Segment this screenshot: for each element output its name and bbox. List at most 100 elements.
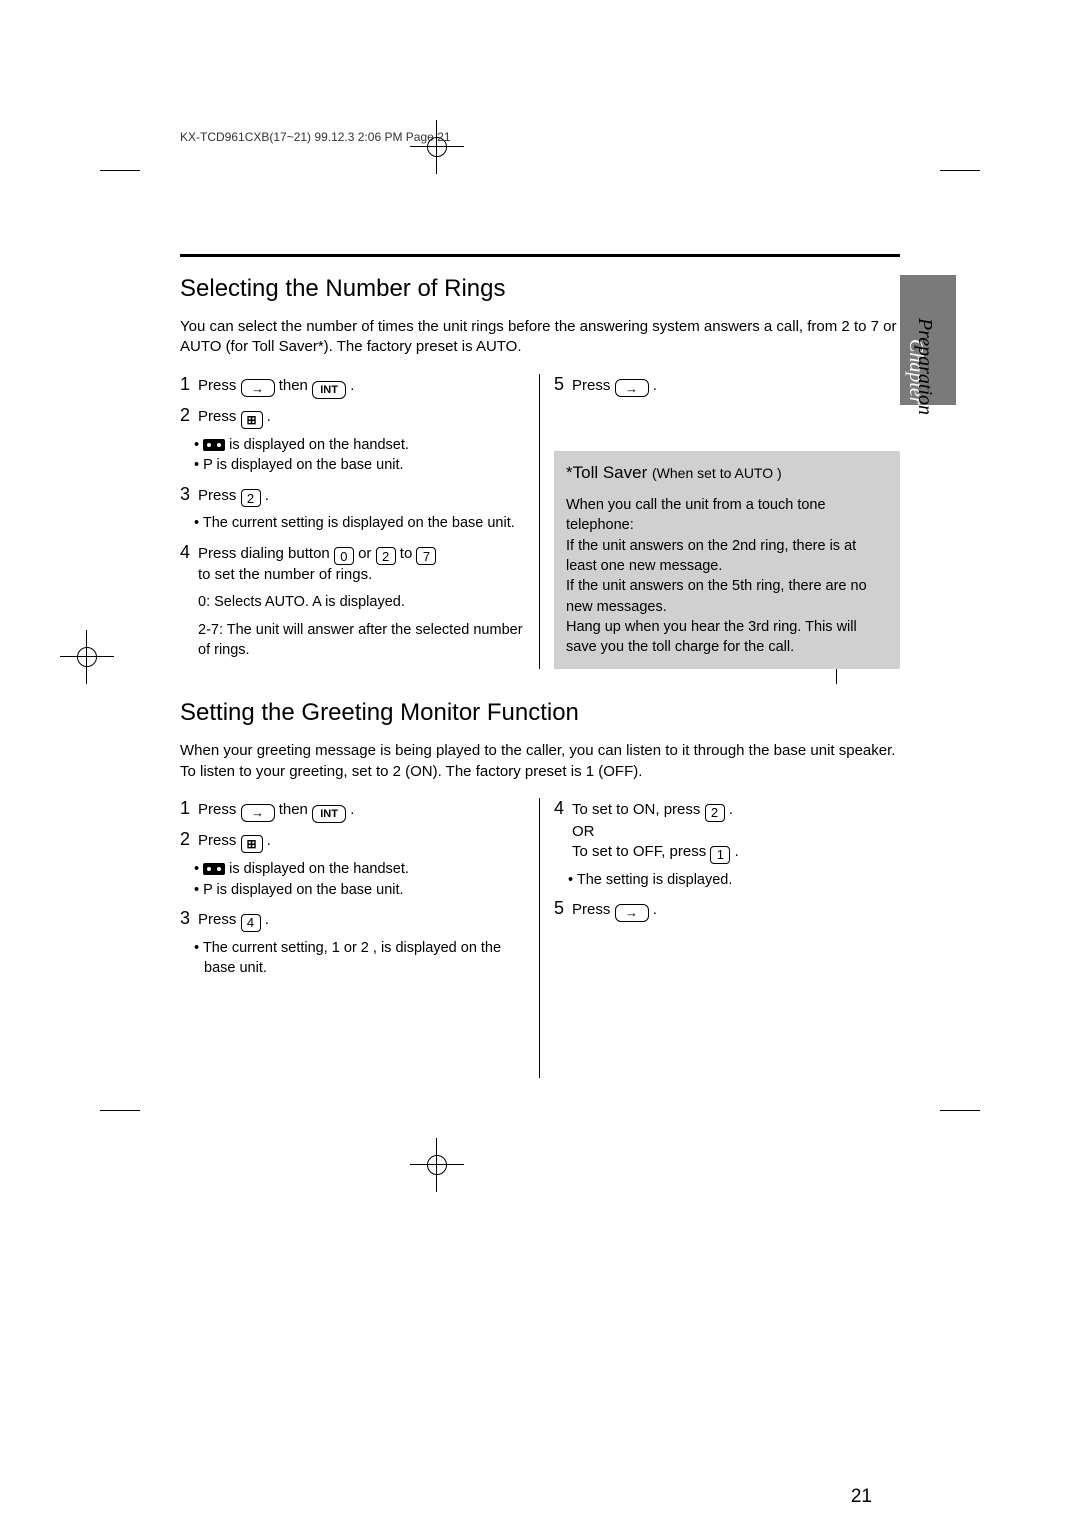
s1-step2: 2 Press ⊞ . — [180, 405, 529, 429]
s1-step4-detail1: 0: Selects AUTO. A is displayed. — [180, 592, 529, 612]
trim-mark — [100, 1110, 140, 1111]
s1-step3-bullets: The current setting is displayed on the … — [180, 513, 529, 533]
toll-saver-p4: Hang up when you hear the 3rd ring. This… — [566, 617, 888, 658]
tape-icon — [203, 439, 225, 451]
section2: Setting the Greeting Monitor Function Wh… — [180, 699, 900, 1078]
toll-saver-title: *Toll Saver (When set to AUTO ) — [566, 461, 888, 485]
step-text: Press — [198, 408, 241, 425]
digit-1-button-icon: 1 — [710, 846, 730, 864]
bullet-item: P is displayed on the base unit. — [194, 455, 529, 475]
step-number: 2 — [180, 405, 198, 426]
bullet-item: The current setting is displayed on the … — [194, 513, 529, 533]
s2-step3-bullets: The current setting, 1 or 2 , is display… — [180, 938, 529, 979]
toll-saver-p1: When you call the unit from a touch tone… — [566, 495, 888, 536]
step-number: 1 — [180, 798, 198, 819]
step-text: . — [350, 801, 354, 818]
digit-2-button-icon: 2 — [705, 804, 725, 822]
step-text: Press — [572, 377, 615, 394]
s2-step5: 5 Press . — [554, 898, 900, 922]
step-text: . — [265, 911, 269, 928]
section2-right-col: 4 To set to ON, press 2 . OR To set to O… — [540, 798, 900, 1078]
side-label: Preparation — [913, 318, 936, 415]
step-text: . — [735, 843, 739, 860]
section1-intro: You can select the number of times the u… — [180, 317, 900, 358]
s1-step5: 5 Press . — [554, 374, 900, 398]
s2-step4: 4 To set to ON, press 2 . OR To set to O… — [554, 798, 900, 864]
step-text: or — [358, 545, 376, 562]
field-button-icon: ⊞ — [241, 411, 263, 429]
toll-saver-title-main: *Toll Saver — [566, 463, 647, 482]
step-number: 5 — [554, 898, 572, 919]
toll-saver-p2: If the unit answers on the 2nd ring, the… — [566, 536, 888, 577]
section1-left-col: 1 Press then INT . 2 Press ⊞ . — [180, 374, 540, 670]
digit-0-button-icon: 0 — [334, 547, 354, 565]
step-number: 3 — [180, 908, 198, 929]
trim-mark — [940, 170, 980, 171]
step-text: . — [267, 832, 271, 849]
toll-saver-title-sub: (When set to AUTO ) — [652, 465, 782, 481]
arrow-button-icon — [615, 379, 649, 397]
step-text: . — [350, 377, 354, 394]
step-text: To set to ON, press — [572, 801, 705, 818]
bullet-text: is displayed on the handset. — [225, 437, 409, 453]
tape-icon — [203, 863, 225, 875]
step-text: . — [729, 801, 733, 818]
bullet-item: is displayed on the handset. — [194, 859, 529, 879]
section2-intro: When your greeting message is being play… — [180, 741, 900, 782]
step-text: . — [653, 901, 657, 918]
s1-step1: 1 Press then INT . — [180, 374, 529, 399]
top-rule — [180, 254, 900, 257]
step-text: Press — [198, 801, 241, 818]
bullet-text: is displayed on the handset. — [225, 861, 409, 877]
page-content: KX-TCD961CXB(17~21) 99.12.3 2:06 PM Page… — [180, 130, 900, 1078]
s2-step1: 1 Press then INT . — [180, 798, 529, 823]
page-number: 21 — [851, 1486, 872, 1508]
s1-step3: 3 Press 2 . — [180, 484, 529, 508]
bullet-item: is displayed on the handset. — [194, 435, 529, 455]
step-text: OR — [572, 823, 595, 840]
step-text: Press dialing button — [198, 545, 334, 562]
s2-step4-bullets: The setting is displayed. — [554, 870, 900, 890]
arrow-button-icon — [241, 804, 275, 822]
step-text: Press — [198, 911, 241, 928]
step-text: Press — [198, 487, 241, 504]
step-text: to — [400, 545, 417, 562]
field-button-icon: ⊞ — [241, 835, 263, 853]
step-text: . — [267, 408, 271, 425]
digit-4-button-icon: 4 — [241, 914, 261, 932]
step-text: Press — [198, 832, 241, 849]
step-text: Press — [198, 377, 241, 394]
step-number: 3 — [180, 484, 198, 505]
int-button-icon: INT — [312, 381, 346, 399]
s1-step4-detail2: 2-7: The unit will answer after the sele… — [180, 620, 529, 661]
digit-2-button-icon: 2 — [241, 489, 261, 507]
step-text: then — [279, 377, 312, 394]
int-button-icon: INT — [312, 805, 346, 823]
s1-step4: 4 Press dialing button 0 or 2 to 7 to se… — [180, 542, 529, 586]
step-text: To set to OFF, press — [572, 843, 710, 860]
section2-left-col: 1 Press then INT . 2 Press — [180, 798, 540, 1078]
s2-step3: 3 Press 4 . — [180, 908, 529, 932]
toll-saver-p3: If the unit answers on the 5th ring, the… — [566, 576, 888, 617]
step-text: . — [653, 377, 657, 394]
print-header: KX-TCD961CXB(17~21) 99.12.3 2:06 PM Page… — [180, 130, 900, 144]
bullet-item: The current setting, 1 or 2 , is display… — [194, 938, 529, 979]
s2-step2: 2 Press ⊞ . — [180, 829, 529, 853]
digit-7-button-icon: 7 — [416, 547, 436, 565]
section1-right-col: 5 Press . *Toll Saver (When set to AUTO … — [540, 374, 900, 670]
step-text: to set the number of rings. — [198, 566, 372, 583]
step-number: 5 — [554, 374, 572, 395]
digit-2-button-icon: 2 — [376, 547, 396, 565]
s1-step2-bullets: is displayed on the handset. P is displa… — [180, 435, 529, 476]
arrow-button-icon — [241, 379, 275, 397]
section2-columns: 1 Press then INT . 2 Press — [180, 798, 900, 1078]
step-text: Press — [572, 901, 615, 918]
crop-mark-bottom — [420, 1148, 454, 1182]
section1-title: Selecting the Number of Rings — [180, 275, 900, 303]
step-number: 1 — [180, 374, 198, 395]
toll-saver-box: *Toll Saver (When set to AUTO ) When you… — [554, 451, 900, 669]
arrow-button-icon — [615, 904, 649, 922]
step-text: then — [279, 801, 312, 818]
s2-step2-bullets: is displayed on the handset. P is displa… — [180, 859, 529, 900]
step-text: . — [265, 487, 269, 504]
